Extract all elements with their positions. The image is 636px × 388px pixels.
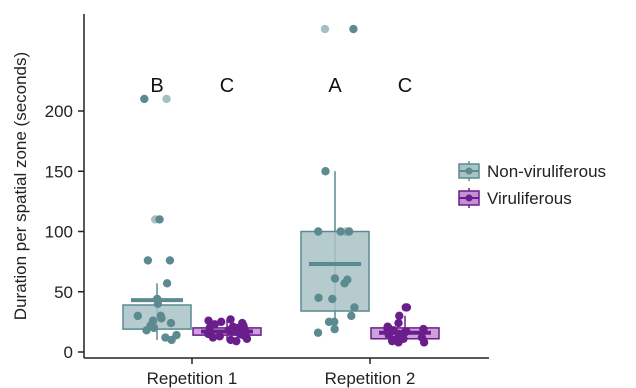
- data-point: [150, 215, 160, 224]
- data-point: [347, 311, 356, 321]
- data-point: [401, 303, 410, 312]
- data-point: [133, 311, 142, 321]
- box-group-viruliferous-1: [192, 315, 262, 346]
- legend-key-point: [465, 194, 473, 202]
- legend-item-viruliferous: Viruliferous: [458, 188, 572, 208]
- data-point: [227, 327, 237, 336]
- legend-key-point: [465, 167, 473, 175]
- data-point: [340, 279, 349, 288]
- data-point: [232, 336, 241, 346]
- box-group-non-viruliferous-1: [122, 94, 192, 345]
- data-point: [153, 299, 163, 308]
- data-point: [215, 332, 224, 341]
- data-point: [328, 294, 337, 304]
- data-point: [165, 256, 175, 265]
- data-point: [313, 328, 323, 337]
- significance-letter: C: [220, 75, 234, 97]
- data-point: [149, 323, 159, 333]
- data-point: [157, 314, 166, 323]
- y-tick-label: 50: [54, 283, 73, 302]
- data-point: [204, 316, 213, 325]
- legend-item-non-viruliferous: Non-viruliferous: [458, 161, 606, 181]
- data-point: [394, 338, 403, 347]
- x-tick-label: Repetition 2: [325, 369, 416, 388]
- data-point: [395, 311, 404, 321]
- data-point: [387, 336, 397, 346]
- data-point: [208, 333, 218, 342]
- data-point: [320, 24, 330, 34]
- axes: Duration per spatial zone (seconds) 0 50 1…: [11, 14, 489, 388]
- data-point: [314, 293, 323, 302]
- significance-letter: B: [150, 75, 163, 97]
- data-point: [166, 318, 176, 328]
- data-point: [350, 303, 359, 312]
- data-point: [162, 279, 172, 288]
- data-point: [344, 227, 354, 236]
- legend: Non-viruliferous Viruliferous: [458, 161, 606, 208]
- y-tick-label: 100: [45, 223, 73, 242]
- data-point: [330, 274, 340, 283]
- data-point: [349, 24, 358, 34]
- data-point: [143, 256, 153, 265]
- data-point: [321, 167, 330, 176]
- data-point: [162, 94, 171, 104]
- data-point: [336, 227, 345, 236]
- data-point: [140, 94, 149, 104]
- data-point: [226, 315, 235, 324]
- data-point: [394, 318, 403, 328]
- data-point: [142, 326, 151, 335]
- data-point: [242, 334, 252, 343]
- significance-letter: A: [328, 75, 342, 97]
- significance-letter: C: [398, 75, 412, 97]
- x-tick-label: Repetition 1: [147, 369, 238, 388]
- box-group-viruliferous-2: [370, 303, 440, 347]
- data-point: [324, 317, 334, 327]
- y-tick-label: 0: [64, 343, 73, 362]
- y-tick-label: 200: [45, 102, 73, 121]
- data-point: [419, 338, 429, 347]
- data-point: [217, 317, 226, 327]
- legend-label: Non-viruliferous: [487, 162, 606, 181]
- y-tick-label: 150: [45, 162, 73, 181]
- legend-label: Viruliferous: [487, 189, 572, 208]
- data-point: [419, 324, 428, 334]
- data-point: [313, 227, 323, 236]
- data-point: [330, 324, 339, 334]
- data-point: [167, 335, 176, 345]
- box-group-non-viruliferous-2: [300, 24, 370, 337]
- y-axis-title: Duration per spatial zone (seconds): [11, 52, 30, 320]
